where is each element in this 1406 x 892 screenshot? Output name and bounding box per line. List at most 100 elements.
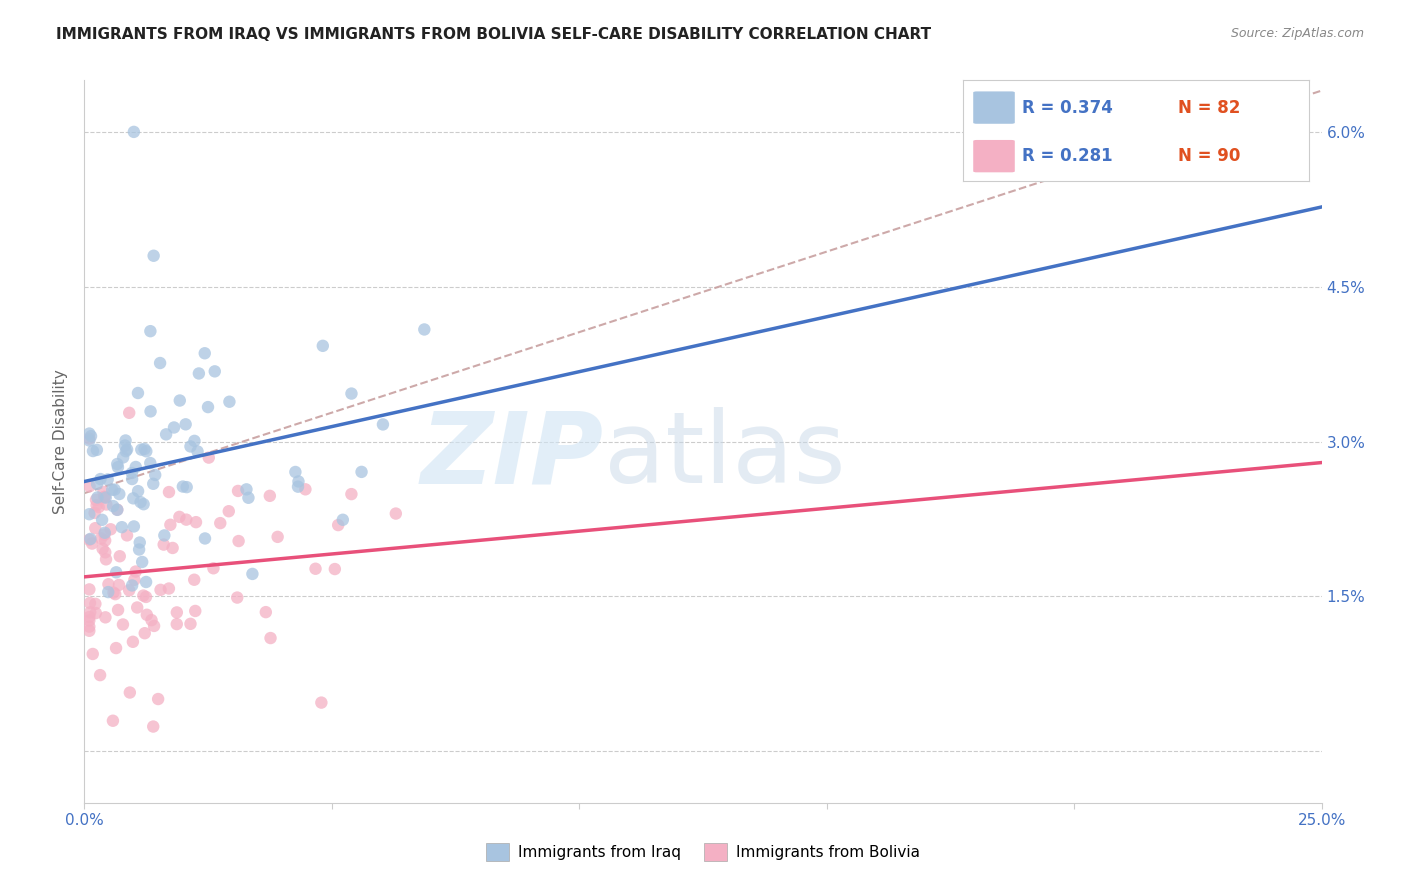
Point (226, 591, 249, 605)
Point (125, 460, 148, 475)
Point (86, 498, 108, 512)
Point (105, 503, 128, 517)
Point (118, 406, 141, 420)
Point (122, 491, 145, 506)
Point (87, 500, 110, 514)
Point (94, 552, 117, 566)
Point (83, 506, 105, 520)
Point (135, 590, 157, 604)
Point (187, 367, 209, 381)
Point (169, 509, 191, 524)
Point (142, 720, 165, 734)
Point (94, 545, 117, 559)
Point (172, 479, 194, 493)
Point (127, 484, 149, 499)
Point (194, 346, 217, 360)
Point (134, 442, 156, 456)
Point (105, 641, 128, 656)
Point (142, 476, 165, 491)
Point (340, 386, 363, 401)
Point (202, 561, 225, 575)
Point (187, 444, 209, 458)
FancyBboxPatch shape (973, 140, 1015, 172)
Text: R = 0.281: R = 0.281 (1022, 147, 1112, 165)
Point (149, 356, 172, 370)
Point (152, 538, 174, 552)
Point (153, 528, 176, 542)
Point (79, 582, 101, 597)
Point (118, 583, 141, 598)
Point (107, 603, 129, 617)
Point (179, 616, 201, 631)
Point (141, 613, 163, 627)
Point (127, 386, 149, 401)
Point (82, 647, 104, 661)
Point (127, 600, 149, 615)
Point (132, 589, 155, 603)
Point (131, 555, 153, 569)
Point (97, 577, 120, 591)
Point (328, 518, 350, 533)
Point (209, 516, 232, 530)
Point (104, 587, 127, 601)
Point (176, 480, 198, 494)
Point (162, 541, 184, 555)
Point (115, 442, 138, 457)
Point (79, 614, 101, 628)
Point (332, 513, 354, 527)
Point (79, 532, 101, 546)
Point (143, 619, 166, 633)
Point (242, 566, 264, 581)
Point (142, 249, 165, 263)
Point (86, 477, 108, 491)
Point (179, 440, 201, 454)
Point (79, 606, 101, 620)
Point (157, 582, 180, 596)
Point (104, 483, 127, 497)
Point (139, 404, 162, 418)
Point (96, 498, 118, 512)
Point (146, 692, 169, 706)
Point (139, 324, 162, 338)
Text: ZIP: ZIP (420, 408, 605, 505)
Point (159, 517, 181, 532)
Point (204, 364, 226, 378)
Point (238, 491, 260, 505)
Point (105, 566, 128, 580)
Point (184, 604, 207, 618)
Point (124, 565, 146, 579)
Point (197, 450, 219, 465)
Text: Source: ZipAtlas.com: Source: ZipAtlas.com (1230, 27, 1364, 40)
Point (84, 597, 107, 611)
Point (287, 480, 309, 494)
Point (183, 434, 205, 448)
Point (89, 472, 111, 486)
Point (157, 485, 180, 500)
Point (139, 456, 162, 470)
Point (197, 400, 219, 414)
Point (108, 549, 131, 564)
Point (129, 495, 152, 509)
Point (287, 475, 309, 489)
Point (266, 530, 288, 544)
Point (184, 515, 207, 529)
Y-axis label: Self-Care Disability: Self-Care Disability (53, 369, 69, 514)
Point (115, 444, 138, 458)
Point (254, 605, 277, 619)
Point (114, 438, 136, 452)
Point (115, 528, 138, 542)
Point (105, 502, 128, 516)
Point (128, 535, 150, 549)
Point (122, 635, 145, 649)
Point (101, 714, 124, 728)
Point (340, 487, 363, 501)
Point (79, 610, 101, 624)
Point (169, 393, 191, 408)
Point (183, 573, 205, 587)
Point (108, 578, 131, 592)
Point (94, 610, 117, 624)
Point (311, 696, 333, 710)
Point (111, 520, 134, 534)
Point (284, 465, 307, 479)
Point (132, 497, 155, 511)
